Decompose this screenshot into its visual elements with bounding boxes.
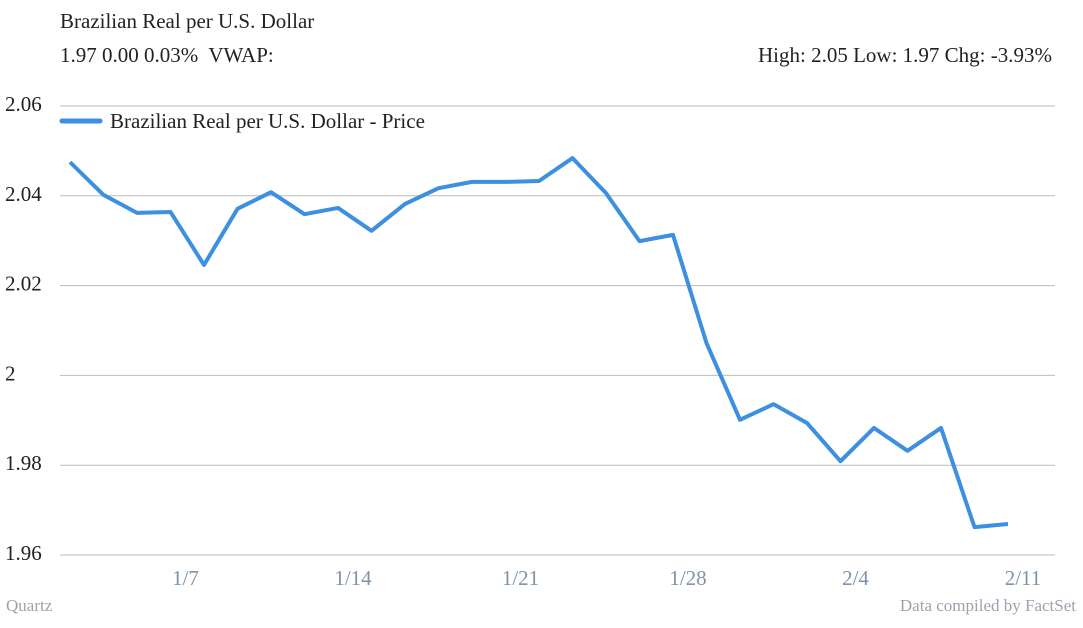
x-tick-label: 1/14 (334, 566, 372, 590)
y-tick-label: 2.04 (5, 182, 42, 206)
x-tick-label: 2/4 (842, 566, 869, 590)
chart-subtitle: 1.97 0.00 0.03% VWAP: (60, 43, 274, 67)
y-tick-label: 1.96 (5, 541, 42, 565)
chart-title: Brazilian Real per U.S. Dollar (60, 9, 314, 33)
y-tick-label: 2.06 (5, 92, 42, 116)
chart-stats: High: 2.05 Low: 1.97 Chg: -3.93% (758, 43, 1052, 67)
x-tick-label: 1/7 (172, 566, 199, 590)
legend-label: Brazilian Real per U.S. Dollar - Price (110, 109, 425, 133)
price-line (68, 156, 1009, 530)
y-tick-label: 2 (5, 361, 16, 385)
x-tick-label: 1/21 (502, 566, 539, 590)
y-tick-label: 2.02 (5, 272, 42, 296)
x-tick-label: 2/11 (1005, 566, 1042, 590)
x-tick-label: 1/28 (669, 566, 706, 590)
credit: Data compiled by FactSet (900, 596, 1076, 615)
source: Quartz (6, 596, 53, 615)
y-tick-label: 1.98 (5, 451, 42, 475)
